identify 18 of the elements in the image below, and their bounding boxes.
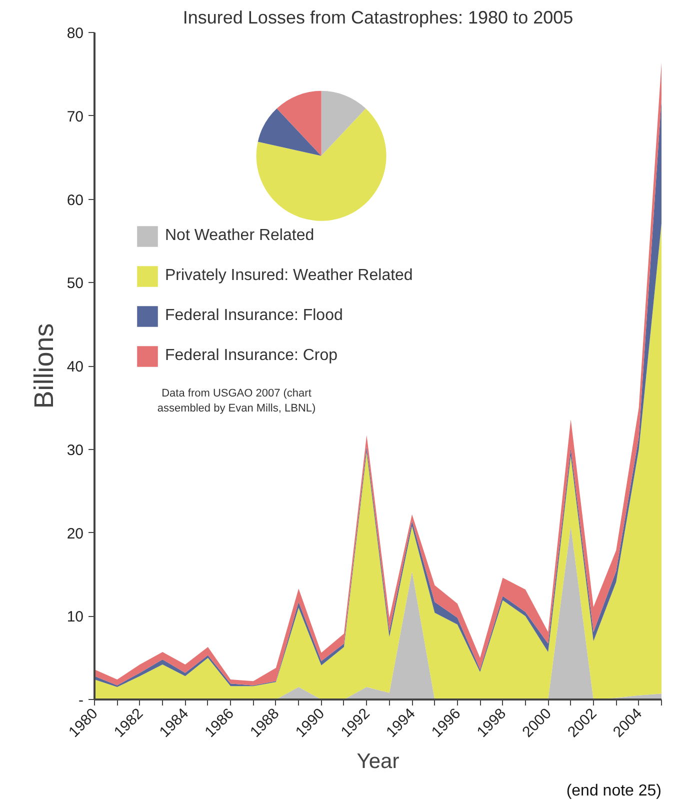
y-tick-label: 80 (66, 25, 84, 42)
annotation: Data from USGAO 2007 (chart assembled by Evan Mills, LBNL) (157, 388, 316, 414)
y-axis-title: Billions (28, 323, 59, 409)
legend-label: Federal Insurance: Flood (165, 307, 343, 325)
legend-label: Privately Insured: Weather Related (165, 267, 413, 285)
y-tick-label: 20 (66, 525, 84, 542)
y-tick-label: 40 (66, 358, 84, 376)
chart-title: Insured Losses from Catastrophes: 1980 to 2005 (182, 8, 574, 28)
text: (end note 25) (566, 782, 662, 800)
y-tick-label: 70 (66, 108, 84, 126)
y-tick-label: - (78, 692, 84, 709)
legend-label: Federal Insurance: Crop (165, 347, 338, 365)
x-axis-title: Year (356, 750, 400, 773)
legend-label: Not Weather Related (165, 227, 314, 245)
y-tick-label: 50 (66, 275, 84, 292)
y-tick-label: 30 (66, 442, 84, 459)
y-tick-label: 10 (66, 608, 84, 626)
y-tick-label: 60 (66, 192, 84, 209)
